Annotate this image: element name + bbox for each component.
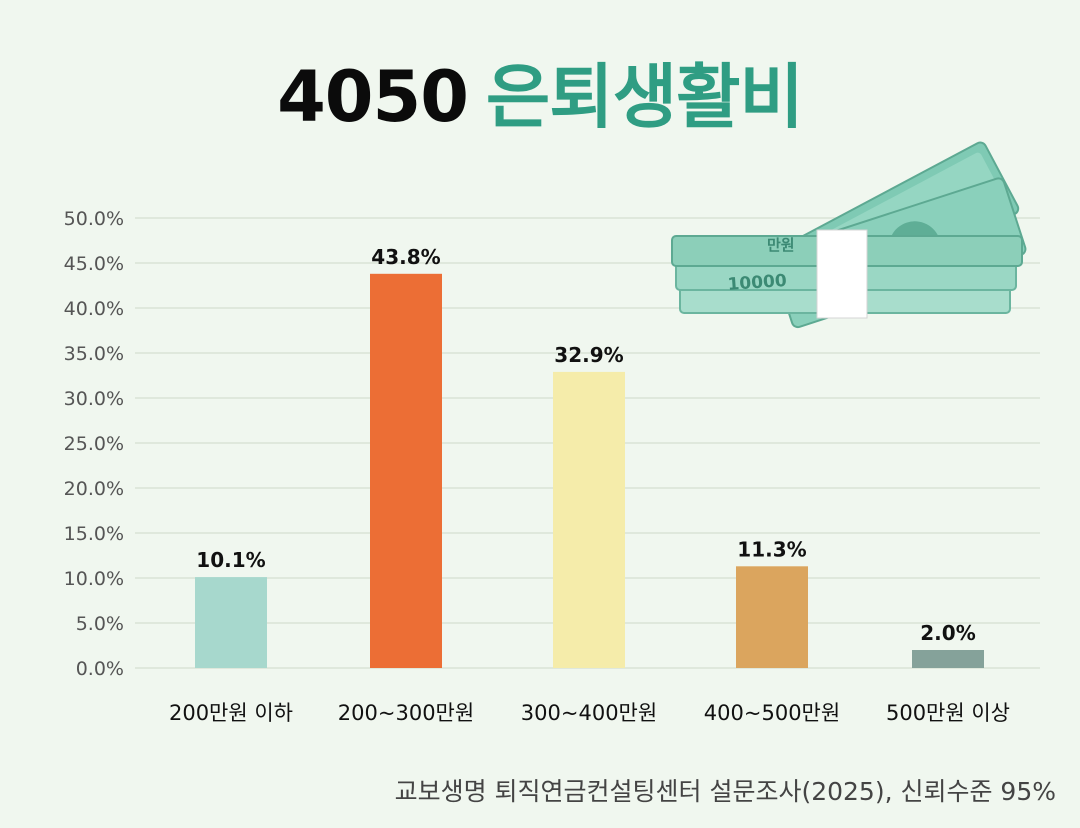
chart-title: 4050 은퇴생활비 (0, 52, 1080, 142)
y-tick-label: 5.0% (76, 613, 124, 635)
x-tick-label: 300~400만원 (521, 701, 657, 725)
y-tick-label: 0.0% (76, 658, 124, 680)
y-tick-label: 50.0% (64, 208, 124, 230)
y-tick-label: 20.0% (64, 478, 124, 500)
bar (370, 273, 442, 668)
title-text: 은퇴생활비 (485, 56, 804, 138)
value-labels: 10.1% 43.8% 32.9% 11.3% 2.0% (196, 245, 975, 645)
bar (195, 577, 267, 668)
money-stack-icon: 10000 10000 만원 (671, 141, 1027, 329)
bar-value-label: 11.3% (737, 537, 806, 561)
x-tick-label: 200만원 이하 (169, 701, 293, 725)
y-axis-ticks: 0.0% 5.0% 10.0% 15.0% 20.0% 25.0% 30.0% 35.0% 40… (64, 208, 124, 680)
x-tick-label: 200~300만원 (338, 701, 474, 725)
y-tick-label: 30.0% (64, 388, 124, 410)
y-tick-label: 35.0% (64, 343, 124, 365)
bars (195, 273, 984, 668)
title-number: 4050 (277, 56, 469, 138)
y-tick-label: 40.0% (64, 298, 124, 320)
y-tick-label: 25.0% (64, 433, 124, 455)
bar (912, 650, 984, 668)
source-note: 교보생명 퇴직연금컨설팅센터 설문조사(2025), 신뢰수준 95% (394, 777, 1056, 806)
bar-value-label: 43.8% (371, 245, 440, 269)
y-tick-label: 15.0% (64, 523, 124, 545)
note-value-bottom: 10000 (727, 271, 788, 295)
y-tick-label: 10.0% (64, 568, 124, 590)
bar-value-label: 2.0% (920, 621, 975, 645)
x-tick-label: 400~500만원 (704, 701, 840, 725)
bar (736, 566, 808, 668)
bar-value-label: 10.1% (196, 548, 265, 572)
bar-value-label: 32.9% (554, 343, 623, 367)
x-tick-label: 500만원 이상 (886, 701, 1010, 725)
bar (553, 371, 625, 668)
y-tick-label: 45.0% (64, 253, 124, 275)
x-axis-ticks: 200만원 이하 200~300만원 300~400만원 400~500만원 500만원… (169, 701, 1010, 725)
band-label: 만원 (767, 236, 795, 254)
